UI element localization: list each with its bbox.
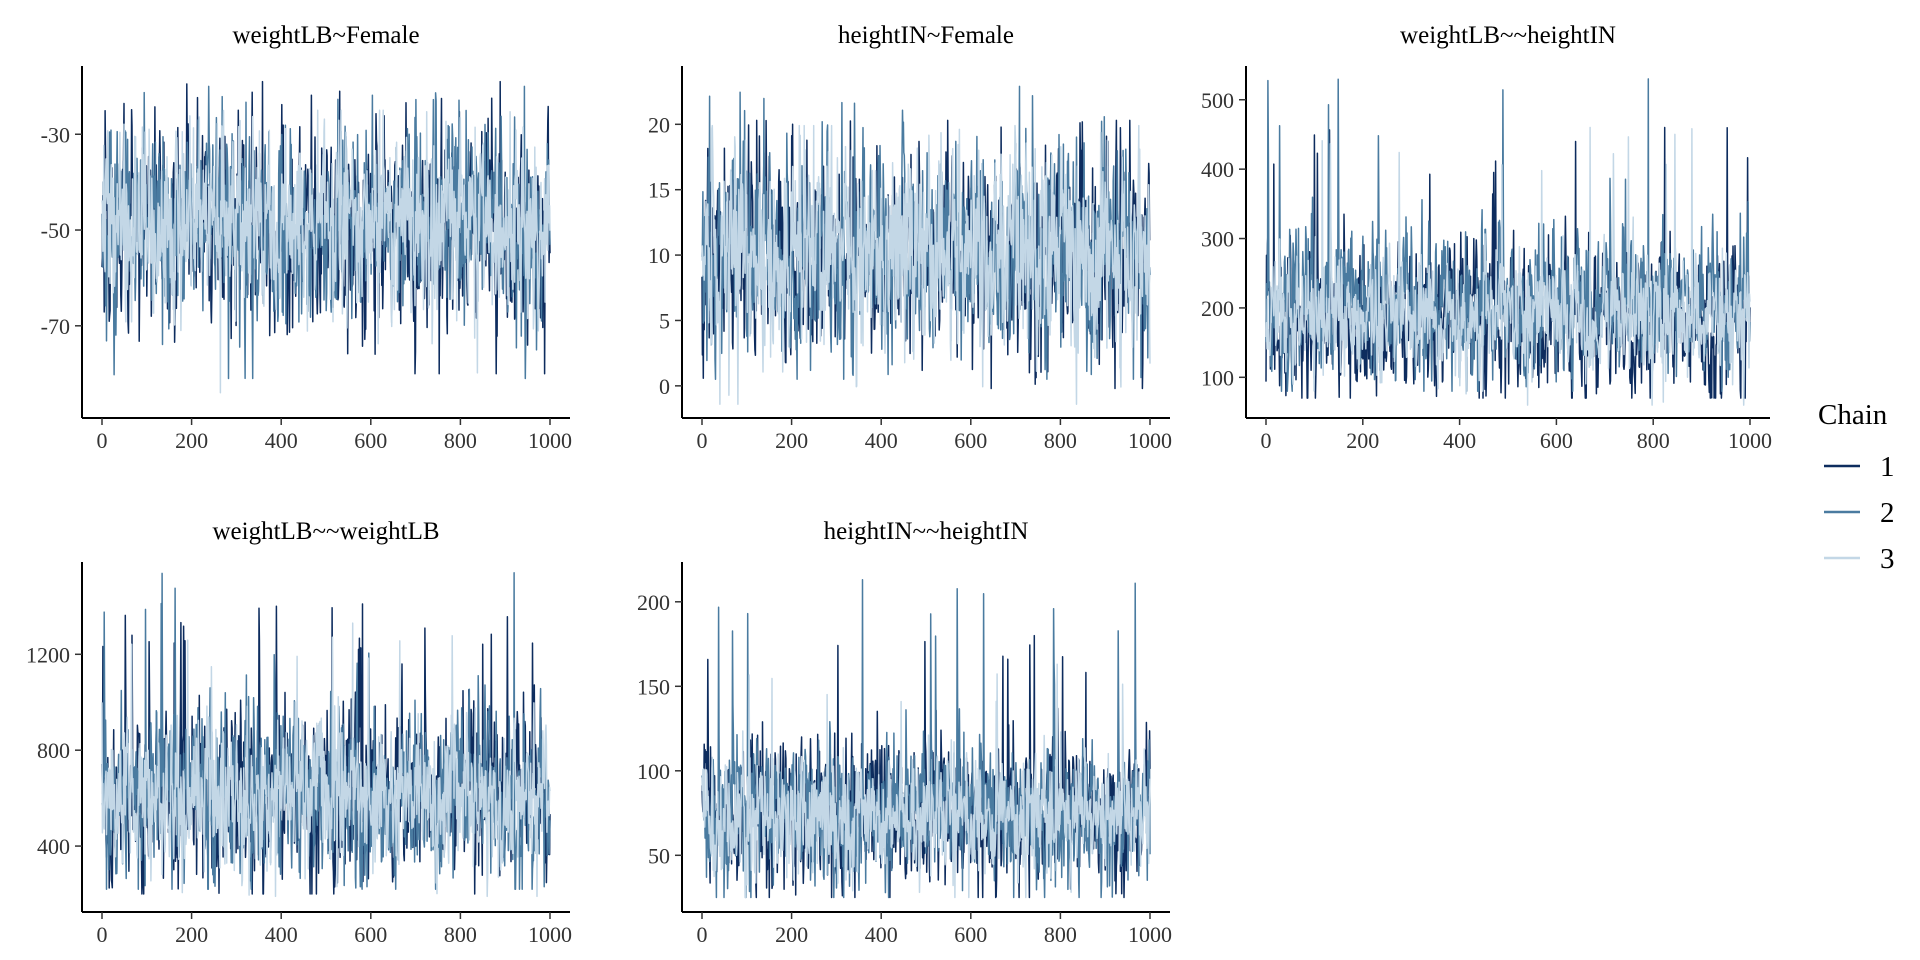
- y-tick-label: 400: [37, 834, 70, 859]
- x-tick-label: 600: [954, 922, 987, 947]
- y-tick-label: 50: [648, 843, 670, 868]
- legend-label-chain-3: 3: [1880, 543, 1895, 575]
- legend-label-chain-1: 1: [1880, 451, 1895, 483]
- chain-3-trace: [701, 663, 1151, 899]
- panel-5: heightIN~~heightIN 50 100 150 200 0 200 400 600 8…: [637, 518, 1172, 947]
- x-tick-label: 600: [1540, 428, 1573, 453]
- x-tick-label: 800: [1637, 428, 1670, 453]
- x-tick-label: 400: [865, 428, 898, 453]
- series-group: [701, 579, 1151, 899]
- panel-title: weightLB~~heightIN: [1400, 22, 1616, 49]
- chain-1-trace: [101, 603, 551, 895]
- y-tick-label: 150: [637, 674, 670, 699]
- series-group: [1265, 78, 1751, 406]
- x-tick-label: 200: [1346, 428, 1379, 453]
- x-tick-label: 800: [444, 428, 477, 453]
- x-tick-label: 800: [1044, 428, 1077, 453]
- x-tick-label: 200: [775, 428, 808, 453]
- y-tick-label: 0: [659, 374, 670, 399]
- chain-3-trace: [1265, 126, 1751, 406]
- y-tick-label: 200: [637, 590, 670, 615]
- series-group: [701, 85, 1151, 405]
- panel-4: weightLB~~weightLB 400 800 1200 0 200 400 600 80…: [26, 518, 572, 947]
- series-group: [101, 80, 551, 394]
- x-tick-label: 0: [97, 428, 108, 453]
- y-tick-label: 300: [1201, 227, 1234, 252]
- x-tick-label: 1000: [1128, 428, 1172, 453]
- x-tick-label: 1000: [528, 922, 572, 947]
- y-tick-label: 100: [637, 759, 670, 784]
- y-tick-label: 400: [1201, 157, 1234, 182]
- series-group: [101, 572, 551, 898]
- x-tick-label: 1000: [528, 428, 572, 453]
- x-tick-label: 1000: [1128, 922, 1172, 947]
- x-tick-label: 200: [775, 922, 808, 947]
- x-tick-label: 0: [697, 428, 708, 453]
- y-tick-label: 5: [659, 308, 670, 333]
- x-tick-label: 600: [354, 922, 387, 947]
- chain-3-trace: [101, 622, 551, 898]
- x-tick-label: 200: [175, 428, 208, 453]
- x-tick-label: 800: [444, 922, 477, 947]
- panel-3: weightLB~~heightIN 100 200 300 400 500 0 200 400…: [1201, 22, 1772, 453]
- x-tick-label: 400: [865, 922, 898, 947]
- x-tick-label: 800: [1044, 922, 1077, 947]
- y-tick-label: 800: [37, 738, 70, 763]
- x-tick-label: 200: [175, 922, 208, 947]
- x-tick-label: 0: [1261, 428, 1272, 453]
- x-tick-label: 600: [354, 428, 387, 453]
- y-tick-label: 1200: [26, 642, 70, 667]
- panel-title: weightLB~~weightLB: [212, 518, 439, 545]
- x-tick-label: 600: [954, 428, 987, 453]
- legend-label-chain-2: 2: [1880, 497, 1895, 529]
- panel-title: heightIN~~heightIN: [824, 518, 1029, 545]
- y-tick-label: 20: [648, 112, 670, 137]
- x-tick-label: 1000: [1728, 428, 1772, 453]
- y-tick-label: 10: [648, 243, 670, 268]
- y-tick-label: 500: [1201, 88, 1234, 113]
- y-tick-label: -30: [41, 122, 70, 147]
- y-tick-label: 200: [1201, 296, 1234, 321]
- chain-3-trace: [701, 124, 1151, 405]
- panel-1: weightLB~Female -70 -50 -30 0 200 400 600 800 100…: [41, 22, 572, 453]
- x-tick-label: 0: [697, 922, 708, 947]
- y-tick-label: 100: [1201, 365, 1234, 390]
- x-tick-label: 400: [265, 428, 298, 453]
- y-tick-label: -50: [41, 218, 70, 243]
- y-tick-label: -70: [41, 314, 70, 339]
- x-tick-label: 400: [1443, 428, 1476, 453]
- panel-title: weightLB~Female: [232, 22, 419, 49]
- panel-title: heightIN~Female: [838, 22, 1014, 49]
- chain-3-trace: [101, 109, 551, 394]
- legend: Chain 1 2 3: [1818, 399, 1895, 575]
- x-tick-label: 0: [97, 922, 108, 947]
- x-tick-label: 400: [265, 922, 298, 947]
- legend-title: Chain: [1818, 399, 1888, 431]
- y-tick-label: 15: [648, 178, 670, 203]
